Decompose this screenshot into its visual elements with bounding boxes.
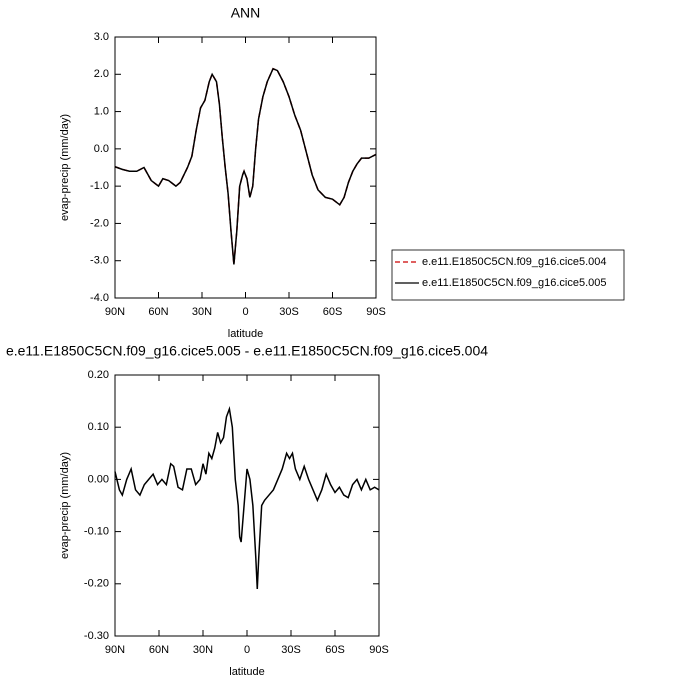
x-tick-label: 30N <box>192 306 212 318</box>
chart-title: ANN <box>231 5 261 21</box>
y-tick-label: 0.00 <box>88 473 109 485</box>
y-tick-label: 2.0 <box>94 68 109 80</box>
y-axis-label: evap-precip (mm/day) <box>59 114 71 221</box>
x-tick-label: 30S <box>279 306 299 318</box>
legend-label: e.e11.E1850C5CN.f09_g16.cice5.005 <box>422 277 607 289</box>
x-axis-label: latitude <box>228 328 263 340</box>
y-tick-label: -0.10 <box>84 526 109 538</box>
data-line <box>114 67 377 265</box>
x-tick-label: 60S <box>325 644 345 656</box>
chart-title: e.e11.E1850C5CN.f09_g16.cice5.005 - e.e1… <box>6 343 488 359</box>
x-tick-label: 60N <box>148 306 168 318</box>
y-tick-label: -0.20 <box>84 578 109 590</box>
y-tick-label: -4.0 <box>90 292 109 304</box>
legend-box <box>391 249 625 301</box>
y-tick-label: 0.10 <box>88 421 109 433</box>
plot-frame <box>114 36 377 299</box>
x-tick-label: 90N <box>105 644 125 656</box>
x-tick-label: 90S <box>366 306 386 318</box>
legend-label: e.e11.E1850C5CN.f09_g16.cice5.004 <box>422 256 607 268</box>
x-tick-label: 30S <box>281 644 301 656</box>
y-tick-label: -0.30 <box>84 630 109 642</box>
y-tick-label: 0.0 <box>94 143 109 155</box>
y-tick-label: -1.0 <box>90 180 109 192</box>
x-tick-label: 30N <box>193 644 213 656</box>
data-line <box>114 406 380 590</box>
x-axis-label: latitude <box>229 666 264 678</box>
x-tick-label: 90N <box>105 306 125 318</box>
y-tick-label: 3.0 <box>94 31 109 43</box>
y-tick-label: -2.0 <box>90 217 109 229</box>
y-tick-label: -3.0 <box>90 255 109 267</box>
x-tick-label: 60S <box>323 306 343 318</box>
plot-frame <box>114 374 380 637</box>
y-axis-label: evap-precip (mm/day) <box>59 452 71 559</box>
x-tick-label: 0 <box>244 644 250 656</box>
data-line <box>114 67 377 265</box>
y-tick-label: 0.20 <box>88 369 109 381</box>
x-tick-label: 60N <box>149 644 169 656</box>
x-tick-label: 0 <box>242 306 248 318</box>
x-tick-label: 90S <box>369 644 389 656</box>
y-tick-label: 1.0 <box>94 105 109 117</box>
